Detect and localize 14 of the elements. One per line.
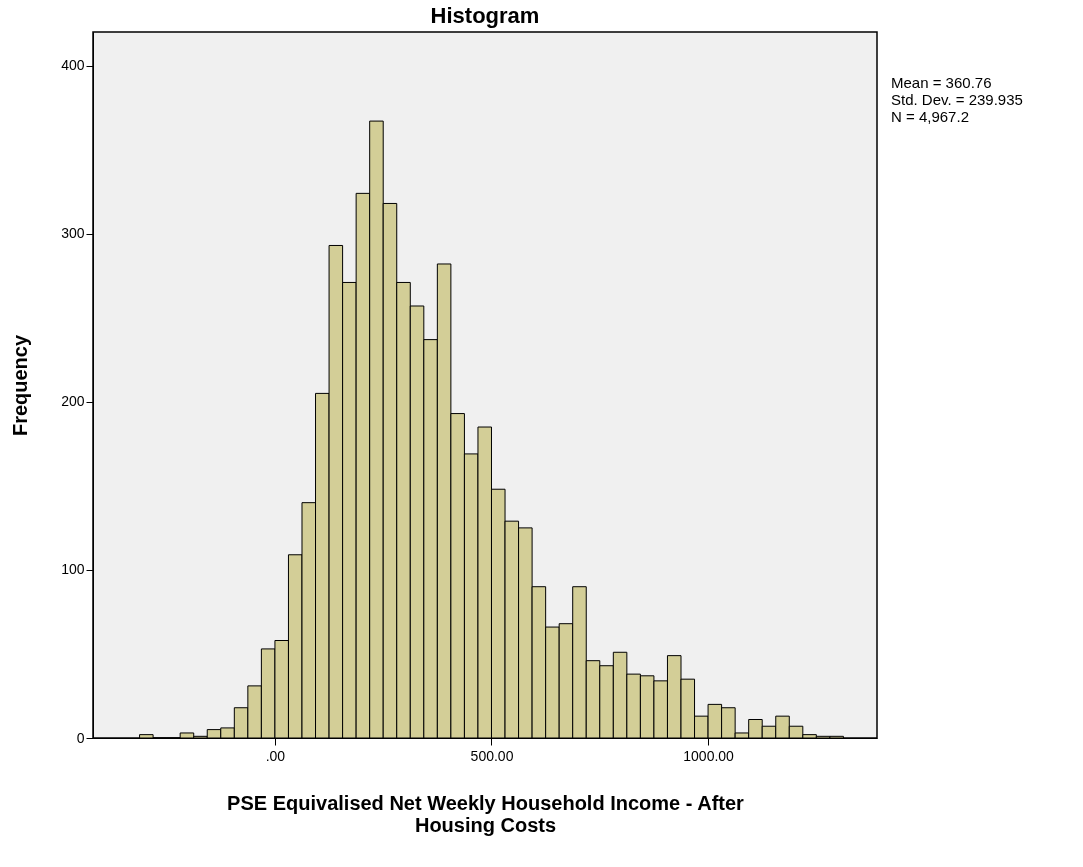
y-tick-label: 400 xyxy=(61,57,85,74)
x-axis-title: PSE Equivalised Net Weekly Household Income - After Housing Costs xyxy=(227,791,745,836)
y-tick-label: 0 xyxy=(76,729,85,746)
x-tick-label: 1000.00 xyxy=(683,747,735,764)
text: Mean = 360.76 xyxy=(891,74,992,91)
x-tick-label: 500.00 xyxy=(470,747,514,764)
text: Std. Dev. = 239.935 xyxy=(891,91,1023,108)
text: N = 4,967.2 xyxy=(891,108,969,125)
chart-title: Histogram xyxy=(430,3,540,28)
y-tick-label: 300 xyxy=(61,225,85,242)
y-tick-label: 100 xyxy=(61,561,85,578)
y-axis-title: Frequency xyxy=(9,334,32,437)
y-tick-label: 200 xyxy=(61,393,85,410)
x-tick-label: .00 xyxy=(265,747,286,764)
